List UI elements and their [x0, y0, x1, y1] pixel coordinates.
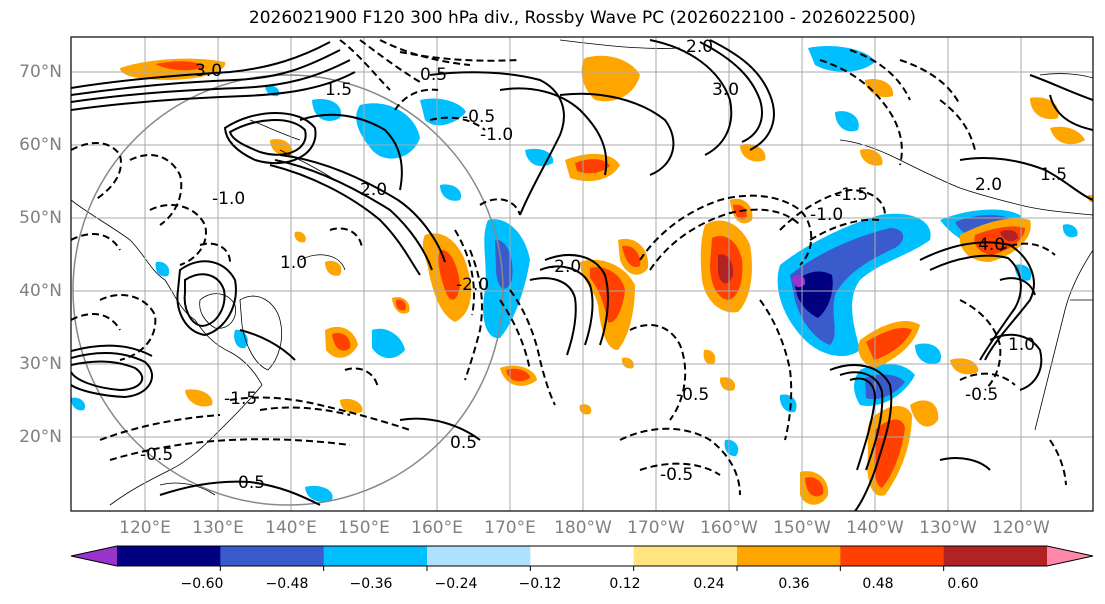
map-area: 2.0 3.0 -2.0 -1.5 -1.0 1.0 -0.5 0.5 1.5 … [71, 37, 1093, 511]
contour-label: -1.0 [810, 205, 843, 225]
contour-label: -1.0 [212, 189, 245, 209]
contour-label: -1.5 [224, 389, 257, 409]
lat-label: 40°N [19, 281, 62, 301]
colorbar-segment [943, 546, 1048, 566]
map-frame [70, 36, 1094, 512]
colorbar-tick-label: 0.24 [693, 576, 725, 592]
lon-label: 150°E [338, 518, 390, 538]
colorbar-tick-label: −0.48 [265, 576, 309, 592]
lon-label: 130°W [919, 518, 977, 538]
figure-title: 2026021900 F120 300 hPa div., Rossby Wav… [248, 8, 917, 28]
colorbar-tick-label: 0.36 [778, 576, 810, 592]
contours-positive [71, 39, 1093, 511]
reference-circle [72, 74, 504, 506]
contour-label: -0.5 [140, 445, 173, 465]
colorbar-segments [71, 546, 1093, 571]
lon-label: 150°W [773, 518, 831, 538]
contour-label: -0.5 [462, 107, 495, 127]
contour-label: 0.5 [450, 433, 477, 453]
colorbar-outline [70, 545, 1094, 567]
contour-label: -1.0 [480, 125, 513, 145]
colorbar-tick-label: 0.60 [947, 576, 979, 592]
colorbar-tick-label: 0.48 [862, 576, 894, 592]
lat-label: 70°N [19, 62, 62, 82]
contour-label: 2.0 [975, 175, 1002, 195]
lon-label: 160°E [411, 518, 463, 538]
colorbar-segment [427, 546, 531, 566]
colorbar-tick-label: 0.12 [609, 576, 641, 592]
colorbar-segment [633, 546, 738, 566]
colorbar-tick-label: −0.24 [434, 576, 478, 592]
contour-label: 2.0 [686, 37, 713, 57]
contour-label: -0.5 [660, 465, 693, 485]
contour-label: -2.0 [456, 275, 489, 295]
lat-label: 60°N [19, 135, 62, 155]
lon-label: 120°W [992, 518, 1050, 538]
colorbar [70, 545, 1094, 571]
lon-label: 120°E [119, 518, 171, 538]
contour-label: 1.0 [1008, 335, 1035, 355]
graticule [71, 37, 1093, 511]
lon-label: 140°W [846, 518, 904, 538]
contour-label: 0.5 [420, 65, 447, 85]
contour-label: 2.0 [360, 180, 387, 200]
lat-label: 50°N [19, 208, 62, 228]
contour-label: 1.5 [1040, 165, 1067, 185]
colorbar-extend-min [71, 546, 117, 566]
contour-label: -1.5 [835, 185, 868, 205]
lat-label: 30°N [19, 354, 62, 374]
contour-label: 3.0 [195, 61, 222, 81]
colorbar-segment [323, 546, 428, 566]
lon-label: 180°W [554, 518, 612, 538]
contour-label: 4.0 [978, 235, 1005, 255]
contour-label: -2.0 [548, 257, 581, 277]
colorbar-tick-label: −0.12 [518, 576, 562, 592]
lon-label: 170°W [627, 518, 685, 538]
contour-labels: 2.0 3.0 -2.0 -1.5 -1.0 1.0 -0.5 0.5 1.5 … [140, 37, 1067, 493]
colorbar-tick-label: −0.36 [349, 576, 393, 592]
contour-label: 3.0 [712, 80, 739, 100]
lon-label: 170°E [484, 518, 536, 538]
colorbar-segment [117, 546, 221, 566]
contour-label: -0.5 [676, 385, 709, 405]
colorbar-tick-label: −0.60 [180, 576, 224, 592]
contour-label: 1.0 [280, 253, 307, 273]
colorbar-segment [840, 546, 945, 566]
coastlines [71, 39, 1093, 506]
lat-label: 20°N [19, 427, 62, 447]
colorbar-segment [220, 546, 325, 566]
lon-label: 130°E [192, 518, 244, 538]
lon-label: 140°E [265, 518, 317, 538]
contours-negative [71, 39, 1067, 496]
colorbar-segment [530, 546, 635, 566]
contour-label: 0.5 [238, 473, 265, 493]
contour-label: 1.5 [325, 80, 352, 100]
colorbar-segment [737, 546, 841, 566]
contour-label: -0.5 [965, 385, 998, 405]
lon-label: 160°W [700, 518, 758, 538]
colorbar-extend-max [1047, 546, 1093, 566]
